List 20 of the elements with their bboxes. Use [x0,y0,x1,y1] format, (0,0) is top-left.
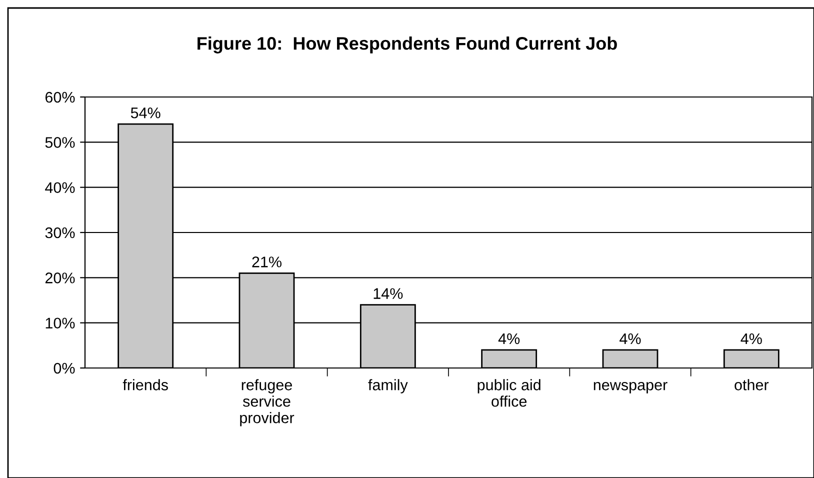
data-label: 21% [252,256,282,268]
data-label: 54% [130,108,160,118]
data-label: 4% [620,333,641,344]
y-tick-label: 30% [45,227,75,238]
y-tick-label: 0% [54,362,75,374]
x-tick-label: other [734,379,769,390]
data-label: 14% [374,288,403,299]
x-tick-label: newspaper [594,382,668,394]
x-tick-label: public aid office [478,379,540,407]
y-tick-label: 20% [45,272,75,284]
x-tick-label: refugee service provider [240,379,294,426]
y-tick-label: 40% [45,182,75,194]
data-label: 4% [498,333,520,344]
x-tick-label: friends [122,379,168,390]
x-tick-label: family [368,379,408,394]
y-tick-label: 10% [46,318,75,329]
y-tick-label: 50% [45,137,75,148]
data-label: 4% [740,333,762,344]
chart-title: Figure 10: How Respondents Found Current Job [198,36,617,54]
y-tick-label: 60% [45,92,75,103]
